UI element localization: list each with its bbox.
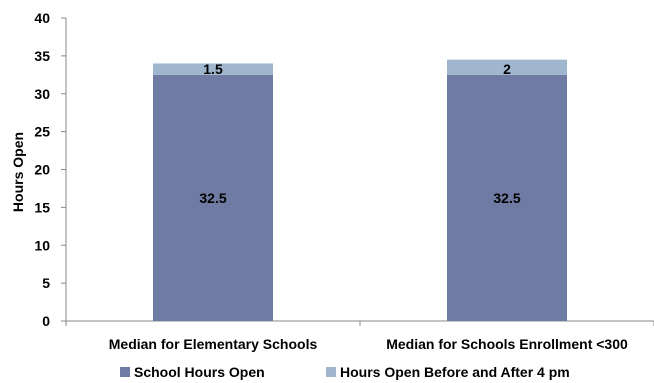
bar-segment [153, 74, 273, 321]
data-label: 32.5 [199, 190, 226, 206]
legend-swatch [326, 367, 336, 377]
y-tick-label: 15 [34, 199, 50, 215]
bar-segment [153, 63, 273, 75]
legend-swatch [120, 367, 130, 377]
y-tick-label: 25 [34, 124, 50, 140]
data-label: 2 [503, 61, 511, 77]
x-axis: Median for Elementary Schools Median for … [65, 320, 654, 352]
y-axis-title: Hours Open [10, 132, 26, 212]
y-tick-label: 5 [42, 275, 50, 291]
x-category-label: Median for Elementary Schools [109, 336, 318, 352]
legend: School Hours Open Hours Open Before and A… [120, 364, 570, 380]
y-tick-label: 30 [34, 86, 50, 102]
bars: 32.5 1.5 32.5 2 [153, 59, 567, 321]
legend-label: School Hours Open [134, 364, 265, 380]
bar-segment [447, 59, 567, 75]
y-tick-label: 20 [34, 162, 50, 178]
y-tick-label: 0 [42, 313, 50, 329]
data-label: 32.5 [493, 190, 520, 206]
y-tick-label: 10 [34, 237, 50, 253]
bar-segment [447, 74, 567, 321]
legend-label: Hours Open Before and After 4 pm [340, 364, 570, 380]
y-tick-label: 40 [34, 10, 50, 26]
data-label: 1.5 [203, 61, 223, 77]
x-category-label: Median for Schools Enrollment <300 [386, 336, 628, 352]
y-axis: 0 5 10 15 20 25 30 35 40 [34, 10, 67, 329]
y-tick-label: 35 [34, 48, 50, 64]
